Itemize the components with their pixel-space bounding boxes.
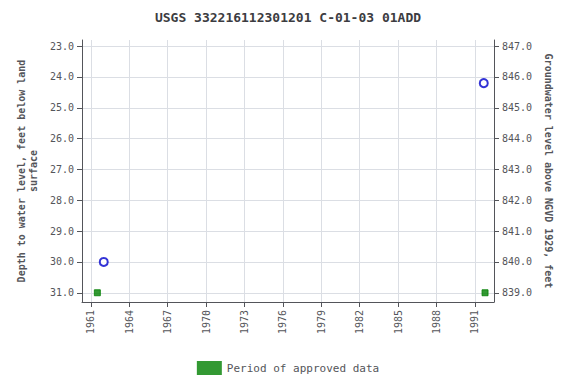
svg-text:30.0: 30.0 [50, 256, 74, 267]
svg-text:845.0: 845.0 [502, 102, 532, 113]
svg-text:839.0: 839.0 [502, 287, 532, 298]
svg-text:844.0: 844.0 [502, 133, 532, 144]
svg-text:842.0: 842.0 [502, 195, 532, 206]
svg-text:1961: 1961 [85, 310, 96, 334]
svg-text:1979: 1979 [316, 310, 327, 334]
svg-text:1985: 1985 [393, 310, 404, 334]
svg-text:1973: 1973 [239, 310, 250, 334]
svg-text:1976: 1976 [277, 310, 288, 334]
svg-text:840.0: 840.0 [502, 256, 532, 267]
svg-text:26.0: 26.0 [50, 133, 74, 144]
svg-text:Groundwater level above NGVD 1: Groundwater level above NGVD 1929, feet [543, 54, 554, 289]
svg-text:31.0: 31.0 [50, 287, 74, 298]
svg-text:Period of approved data: Period of approved data [227, 362, 379, 375]
svg-text:surface: surface [28, 150, 39, 192]
svg-text:1991: 1991 [469, 310, 480, 334]
svg-text:1964: 1964 [124, 310, 135, 334]
svg-text:843.0: 843.0 [502, 164, 532, 175]
svg-text:28.0: 28.0 [50, 195, 74, 206]
svg-text:24.0: 24.0 [50, 71, 74, 82]
svg-text:841.0: 841.0 [502, 226, 532, 237]
svg-text:Depth to water level, feet bel: Depth to water level, feet below land [16, 60, 27, 283]
svg-text:29.0: 29.0 [50, 226, 74, 237]
svg-text:27.0: 27.0 [50, 164, 74, 175]
svg-text:1988: 1988 [431, 310, 442, 334]
svg-text:USGS 332216112301201 C-01-03 0: USGS 332216112301201 C-01-03 01ADD [155, 10, 421, 25]
svg-text:23.0: 23.0 [50, 41, 74, 52]
svg-text:846.0: 846.0 [502, 71, 532, 82]
svg-text:847.0: 847.0 [502, 41, 532, 52]
svg-text:1967: 1967 [162, 310, 173, 334]
svg-text:1970: 1970 [201, 310, 212, 334]
svg-text:25.0: 25.0 [50, 102, 74, 113]
svg-text:1982: 1982 [354, 310, 365, 334]
